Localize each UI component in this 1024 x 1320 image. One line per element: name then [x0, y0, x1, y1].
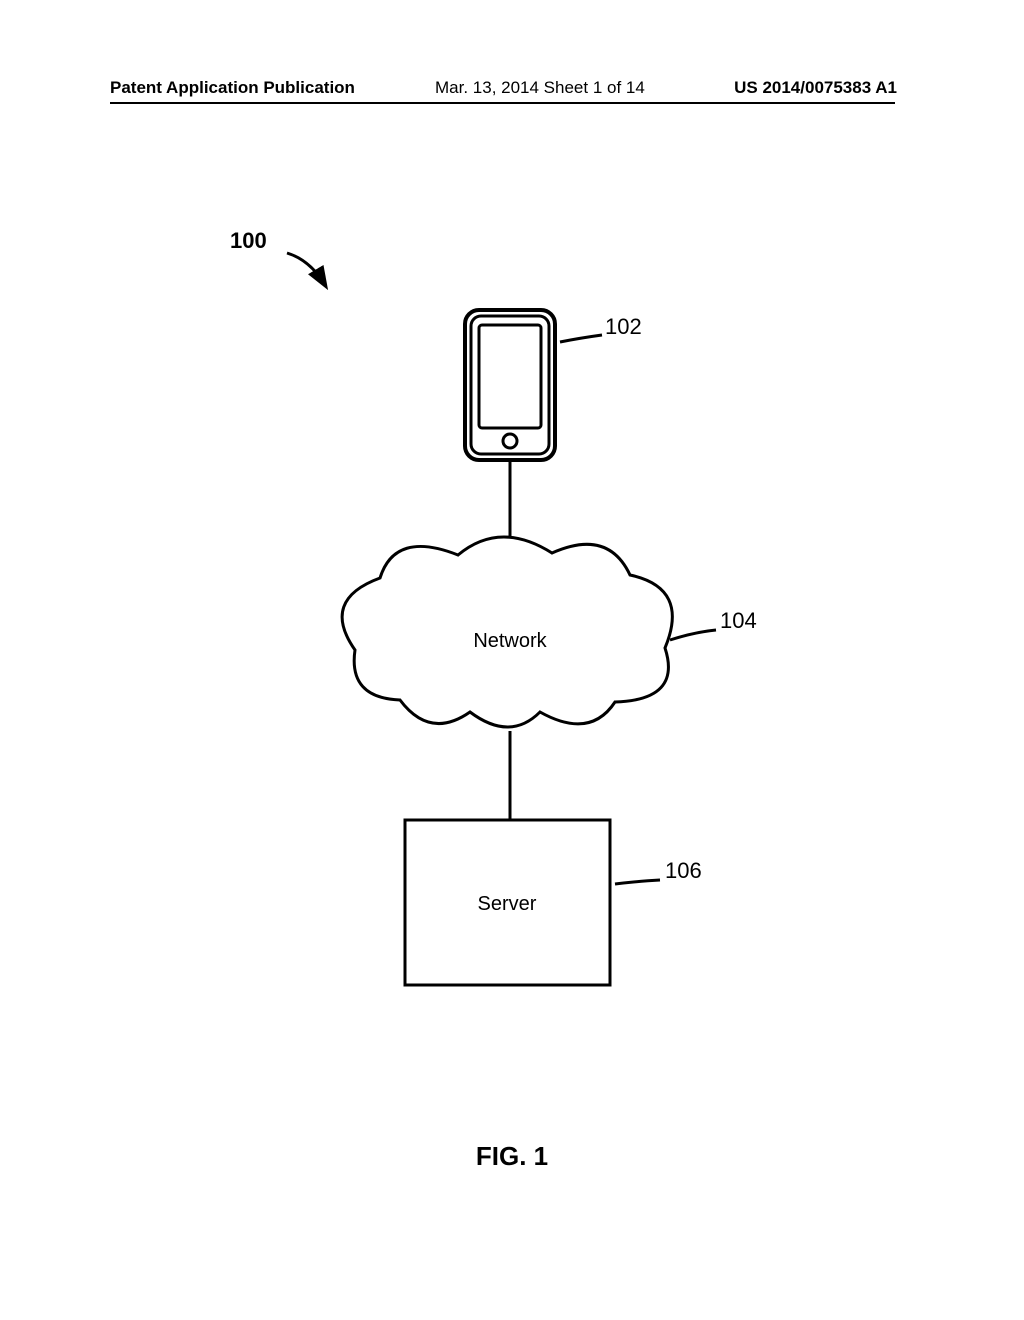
server-ref-number: 106	[665, 858, 702, 884]
server-ref-lead	[615, 880, 660, 884]
network-ref-lead	[670, 630, 716, 640]
mobile-device-icon	[465, 310, 555, 460]
figure-caption: FIG. 1	[0, 1141, 1024, 1172]
network-ref-number: 104	[720, 608, 757, 634]
figure-diagram: Network Server	[0, 0, 1024, 1320]
network-label: Network	[473, 630, 547, 652]
device-ref-number: 102	[605, 314, 642, 340]
device-ref-lead	[560, 335, 602, 342]
system-ref-lead-arrow	[287, 253, 325, 285]
patent-page: Patent Application Publication Mar. 13, …	[0, 0, 1024, 1320]
server-label: Server	[478, 893, 537, 915]
system-ref-number: 100	[230, 228, 267, 254]
